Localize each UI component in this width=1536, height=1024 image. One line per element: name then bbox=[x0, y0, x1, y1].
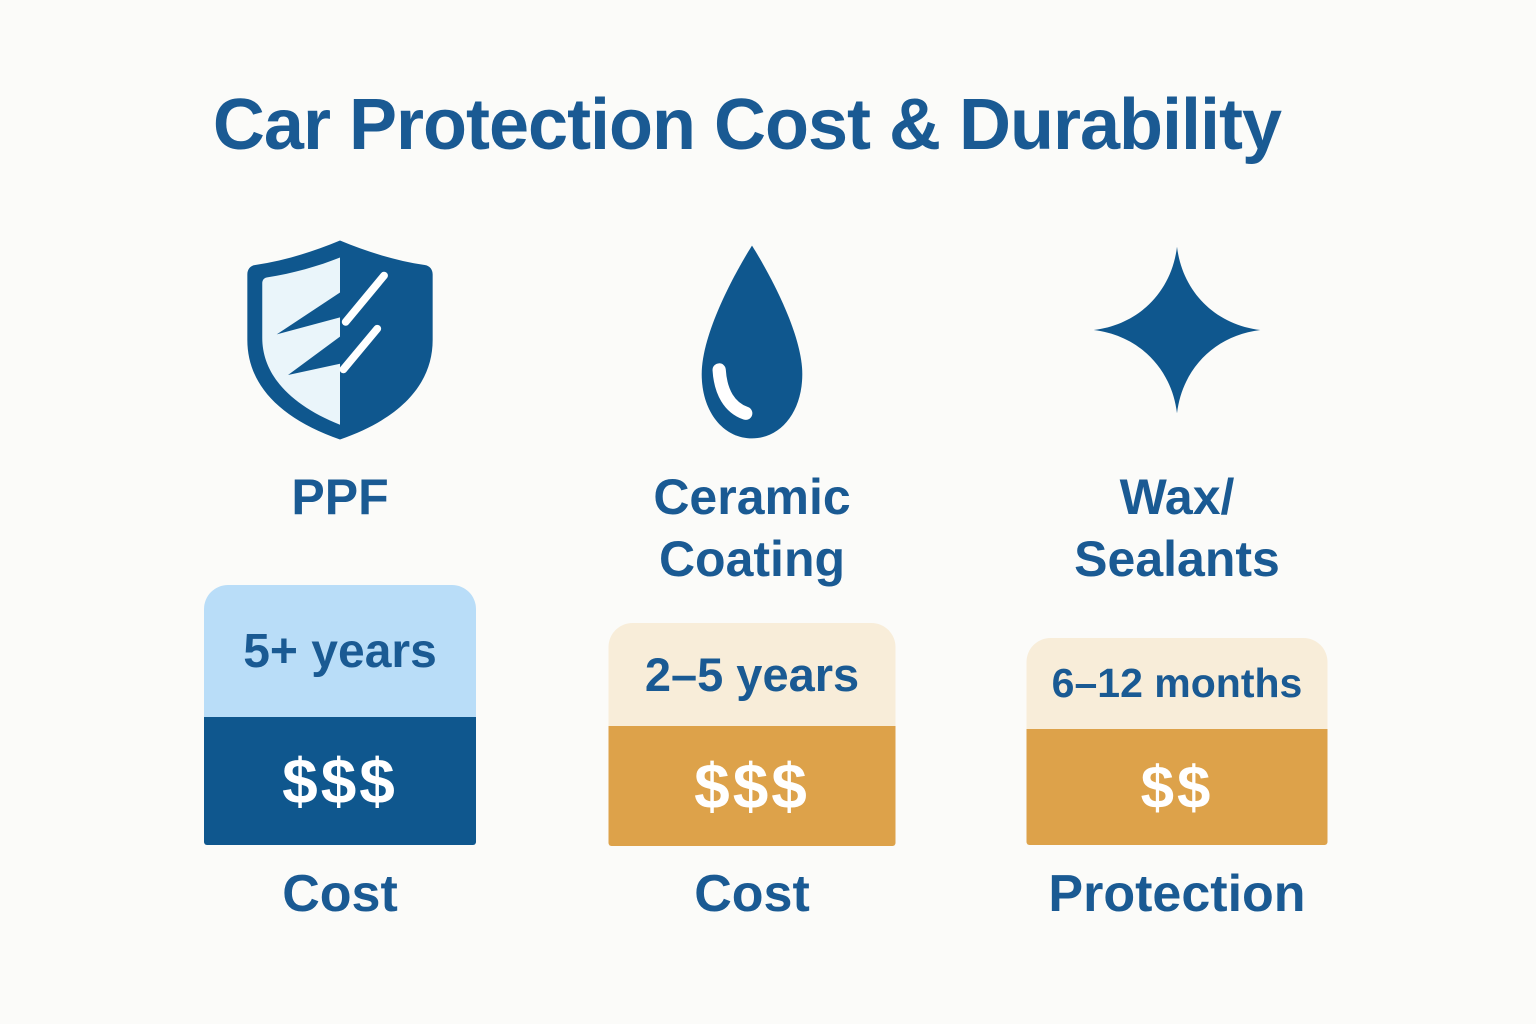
column-ppf: PPF 5+ years $$$ Cost bbox=[174, 0, 506, 1024]
wax-sealants-stat-card: 6–12 months $$ bbox=[1026, 638, 1328, 845]
metric-label: Cost bbox=[694, 865, 810, 923]
sparkle-icon bbox=[1092, 241, 1262, 424]
column-ceramic-coating: Ceramic Coating 2–5 years $$$ Cost bbox=[586, 0, 918, 1024]
durability-badge: 6–12 months bbox=[1026, 638, 1328, 729]
column-wax-sealants: Wax/ Sealants 6–12 months $$ Protection bbox=[1011, 0, 1343, 1024]
cost-badge: $$ bbox=[1026, 729, 1328, 845]
metric-label: Protection bbox=[1048, 865, 1306, 923]
column-label-line: Coating bbox=[658, 531, 846, 587]
column-label-ceramic-coating: Ceramic Coating bbox=[586, 466, 918, 590]
durability-badge: 5+ years bbox=[204, 585, 476, 717]
water-drop-icon bbox=[682, 240, 822, 449]
page-title: Car Protection Cost & Durability bbox=[212, 85, 1282, 165]
column-label-line: Sealants bbox=[1074, 531, 1280, 587]
column-label-line: Ceramic bbox=[653, 469, 851, 525]
cost-badge: $$$ bbox=[608, 726, 896, 846]
shield-film-icon bbox=[227, 236, 453, 449]
ppf-stat-card: 5+ years $$$ bbox=[204, 585, 476, 845]
durability-badge: 2–5 years bbox=[608, 623, 896, 726]
column-label-line: Wax/ bbox=[1119, 469, 1235, 525]
column-label-wax-sealants: Wax/ Sealants bbox=[1011, 466, 1343, 590]
metric-label: Cost bbox=[282, 865, 398, 923]
ceramic-coating-stat-card: 2–5 years $$$ bbox=[608, 623, 896, 846]
column-label-ppf: PPF bbox=[174, 466, 506, 528]
column-label-line: PPF bbox=[291, 469, 389, 525]
cost-badge: $$$ bbox=[204, 717, 476, 845]
